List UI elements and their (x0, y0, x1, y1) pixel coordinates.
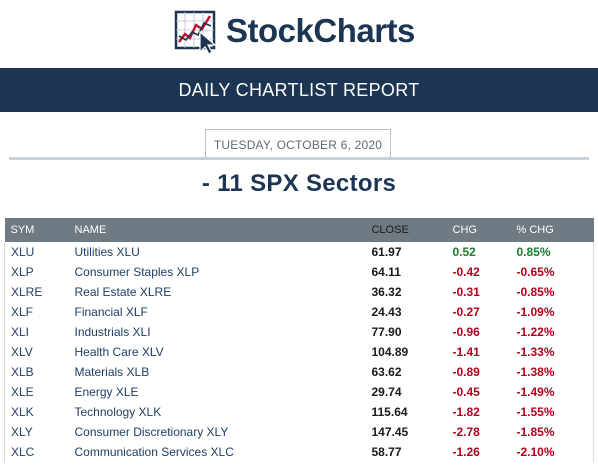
row-close: 115.64 (371, 405, 408, 419)
row-name[interactable]: Communication Services XLC (74, 445, 234, 459)
row-symbol[interactable]: XLC (11, 445, 35, 459)
stock-chart-cursor-icon (174, 10, 217, 54)
row-change: -0.42 (452, 265, 480, 279)
logo-wordmark: StockCharts (226, 12, 415, 49)
divider (9, 157, 589, 160)
row-name[interactable]: Consumer Discretionary XLY (74, 425, 229, 439)
row-percent-change: -1.38% (516, 365, 555, 379)
row-percent-change: -1.09% (516, 305, 555, 319)
column-header-chg: CHG (452, 224, 477, 236)
chartlist-title: - 11 SPX Sectors (201, 170, 397, 197)
row-close: 36.32 (371, 285, 402, 299)
table-row: XLE Energy XLE 29.74 -0.45 -1.49% (5, 382, 594, 402)
row-change: -0.96 (452, 325, 480, 339)
row-close: 24.43 (371, 305, 402, 319)
row-percent-change: -1.49% (516, 385, 555, 399)
row-change: -2.78 (452, 425, 480, 439)
sector-table: SYM NAME CLOSE CHG % CHG XLU Utilities X… (4, 218, 594, 462)
column-header-name: NAME (74, 224, 107, 236)
row-symbol[interactable]: XLRE (11, 285, 43, 299)
table-row: XLI Industrials XLI 77.90 -0.96 -1.22% (5, 322, 594, 342)
stockcharts-logo[interactable]: StockCharts (174, 6, 415, 56)
row-percent-change: -2.10% (516, 445, 555, 459)
row-symbol[interactable]: XLV (11, 345, 33, 359)
table-row: XLRE Real Estate XLRE 36.32 -0.31 -0.85% (5, 282, 594, 302)
report-banner: DAILY CHARTLIST REPORT (0, 68, 598, 112)
row-name[interactable]: Energy XLE (74, 385, 139, 399)
row-symbol[interactable]: XLY (11, 425, 33, 439)
table-row: XLY Consumer Discretionary XLY 147.45 -2… (5, 422, 594, 442)
row-percent-change: -0.65% (516, 265, 555, 279)
report-date: TUESDAY, OCTOBER 6, 2020 (205, 129, 391, 160)
table-row: XLK Technology XLK 115.64 -1.82 -1.55% (5, 402, 594, 422)
row-close: 58.77 (371, 445, 402, 459)
row-symbol[interactable]: XLF (11, 305, 34, 319)
row-percent-change: -1.22% (516, 325, 555, 339)
row-symbol[interactable]: XLI (11, 325, 30, 339)
table-row: XLV Health Care XLV 104.89 -1.41 -1.33% (5, 342, 594, 362)
row-change: -0.31 (452, 285, 480, 299)
row-change: 0.52 (452, 245, 476, 259)
row-change: -1.82 (452, 405, 480, 419)
table-row: XLU Utilities XLU 61.97 0.52 0.85% (5, 242, 594, 262)
row-percent-change: -1.33% (516, 345, 555, 359)
row-name[interactable]: Financial XLF (74, 305, 148, 319)
column-header-sym: SYM (10, 224, 35, 236)
column-header-close: CLOSE (371, 224, 409, 236)
table-row: XLP Consumer Staples XLP 64.11 -0.42 -0.… (5, 262, 594, 282)
banner-title: DAILY CHARTLIST REPORT (178, 79, 420, 100)
row-name[interactable]: Materials XLB (74, 365, 150, 379)
row-name[interactable]: Real Estate XLRE (74, 285, 172, 299)
row-change: -0.27 (452, 305, 480, 319)
row-change: -0.89 (452, 365, 480, 379)
row-symbol[interactable]: XLE (11, 385, 34, 399)
row-symbol[interactable]: XLB (11, 365, 34, 379)
row-symbol[interactable]: XLK (11, 405, 34, 419)
site-header: StockCharts (0, 0, 598, 68)
row-close: 104.89 (371, 345, 409, 359)
row-close: 29.74 (371, 385, 402, 399)
row-name[interactable]: Consumer Staples XLP (74, 265, 200, 279)
row-change: -1.26 (452, 445, 480, 459)
row-percent-change: -0.85% (516, 285, 555, 299)
row-percent-change: 0.85% (516, 245, 551, 259)
table-row: XLB Materials XLB 63.62 -0.89 -1.38% (5, 362, 594, 382)
row-close: 61.97 (371, 245, 402, 259)
row-name[interactable]: Industrials XLI (74, 325, 151, 339)
row-close: 63.62 (371, 365, 402, 379)
column-header-pct: % CHG (516, 224, 554, 236)
row-close: 147.45 (371, 425, 409, 439)
row-name[interactable]: Technology XLK (74, 405, 162, 419)
row-name[interactable]: Utilities XLU (74, 245, 140, 259)
row-change: -1.41 (452, 345, 480, 359)
row-symbol[interactable]: XLU (11, 245, 35, 259)
row-close: 77.90 (371, 325, 402, 339)
row-symbol[interactable]: XLP (11, 265, 34, 279)
table-header-row: SYM NAME CLOSE CHG % CHG (4, 218, 594, 242)
table-row: XLC Communication Services XLC 58.77 -1.… (5, 442, 594, 462)
table-row: XLF Financial XLF 24.43 -0.27 -1.09% (5, 302, 594, 322)
row-change: -0.45 (452, 385, 480, 399)
row-close: 64.11 (371, 265, 401, 279)
row-percent-change: -1.55% (516, 405, 555, 419)
row-name[interactable]: Health Care XLV (74, 345, 164, 359)
row-percent-change: -1.85% (516, 425, 555, 439)
